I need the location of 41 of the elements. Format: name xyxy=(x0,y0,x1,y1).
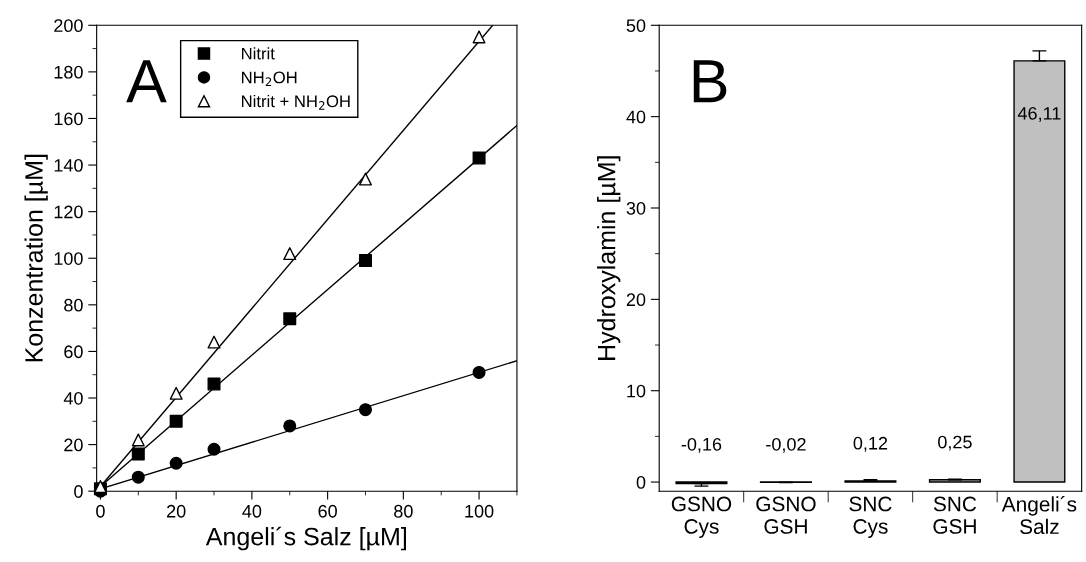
y-tick-label: 80 xyxy=(64,298,83,312)
y-tick-label: 50 xyxy=(626,19,646,33)
y-tick-label: 0 xyxy=(74,485,83,498)
y-tick-label: 0 xyxy=(636,475,646,489)
legend-label: NH$_{2}$OH xyxy=(242,71,297,86)
y-tick-label: 180 xyxy=(54,65,83,79)
x-tick-label: Angeli´s Salz xyxy=(1001,496,1077,535)
x-axis-title: Angeli´s Salz [µM] xyxy=(205,526,406,551)
x-tick-label: SNC Cys xyxy=(849,496,892,538)
x-tick-label: GSNO GSH xyxy=(756,496,816,534)
y-tick-label: 120 xyxy=(54,205,83,219)
y-tick-label: 30 xyxy=(626,201,646,215)
x-tick-label: 20 xyxy=(167,504,186,518)
legend-label: Nitrit xyxy=(242,47,275,60)
x-tick-label: 0 xyxy=(96,504,105,518)
data-label: 0,25 xyxy=(938,435,972,451)
y-tick-label: 100 xyxy=(54,252,83,265)
legend-label: Nitrit + NH$_{2}$OH xyxy=(242,94,350,110)
x-tick-label: 80 xyxy=(394,504,413,518)
y-tick-label: 140 xyxy=(54,158,83,172)
annotation: A xyxy=(126,60,167,103)
y-tick-label: 20 xyxy=(626,293,646,307)
x-tick-label: 60 xyxy=(318,504,337,518)
y-tick-label: 60 xyxy=(64,345,83,359)
data-label: 46,11 xyxy=(1017,106,1061,122)
y-tick-label: 10 xyxy=(627,384,646,398)
x-tick-label: GSNO Cys xyxy=(671,496,732,538)
y-tick-label: 40 xyxy=(63,391,83,405)
y-tick-label: 20 xyxy=(64,438,83,452)
y-axis-title: Konzentration [µM] xyxy=(24,154,48,362)
y-axis-title: Hydroxylamin [µM] xyxy=(597,156,621,360)
y-tick-label: 200 xyxy=(54,19,83,33)
data-label: 0,12 xyxy=(853,436,888,452)
y-tick-label: 40 xyxy=(626,110,646,124)
x-tick-label: SNC GSH xyxy=(933,496,977,534)
y-tick-label: 160 xyxy=(54,112,83,126)
data-label: -0,02 xyxy=(766,437,806,453)
data-label: -0,16 xyxy=(681,437,722,453)
x-tick-label: 100 xyxy=(465,504,494,518)
x-tick-label: 40 xyxy=(242,504,262,518)
annotation: B xyxy=(693,60,727,103)
